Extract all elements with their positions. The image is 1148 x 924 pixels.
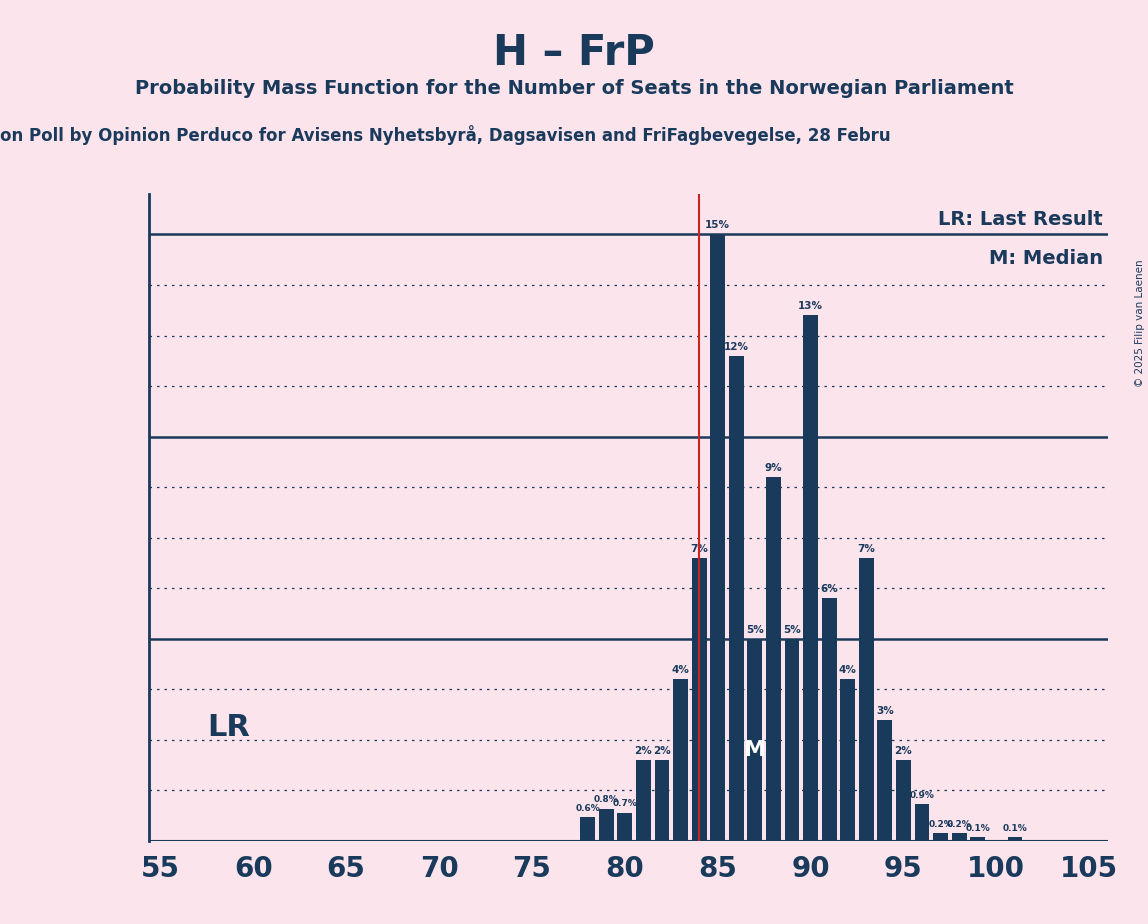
Text: 4%: 4%: [839, 665, 856, 675]
Bar: [711, 235, 726, 841]
Bar: [970, 837, 985, 841]
Bar: [915, 805, 930, 841]
Text: 13%: 13%: [798, 301, 823, 311]
Bar: [599, 808, 614, 841]
Text: 5%: 5%: [783, 625, 801, 635]
Bar: [766, 477, 781, 841]
Text: 0.9%: 0.9%: [909, 792, 934, 800]
Bar: [729, 356, 744, 841]
Text: 0.1%: 0.1%: [1002, 824, 1027, 833]
Bar: [636, 760, 651, 841]
Text: © 2025 Filip van Laenen: © 2025 Filip van Laenen: [1135, 260, 1145, 387]
Text: H – FrP: H – FrP: [492, 32, 656, 74]
Bar: [692, 558, 706, 841]
Text: 0.2%: 0.2%: [929, 820, 953, 829]
Text: M: M: [744, 740, 766, 760]
Text: 5%: 5%: [746, 625, 763, 635]
Text: on Poll by Opinion Perduco for Avisens Nyhetsbyrå, Dagsavisen and FriFagbevegels: on Poll by Opinion Perduco for Avisens N…: [0, 125, 891, 145]
Text: 0.8%: 0.8%: [594, 796, 619, 805]
Text: 0.6%: 0.6%: [575, 804, 600, 812]
Bar: [859, 558, 874, 841]
Text: 2%: 2%: [635, 746, 652, 756]
Text: 3%: 3%: [876, 706, 894, 715]
Text: 0.7%: 0.7%: [612, 799, 637, 808]
Text: 2%: 2%: [894, 746, 913, 756]
Bar: [804, 315, 819, 841]
Bar: [840, 679, 855, 841]
Bar: [673, 679, 688, 841]
Text: Probability Mass Function for the Number of Seats in the Norwegian Parliament: Probability Mass Function for the Number…: [134, 79, 1014, 98]
Text: M: Median: M: Median: [988, 249, 1103, 268]
Text: 12%: 12%: [723, 342, 748, 352]
Text: 7%: 7%: [858, 544, 875, 553]
Bar: [877, 720, 892, 841]
Bar: [580, 817, 595, 841]
Text: 6%: 6%: [821, 584, 838, 594]
Bar: [618, 812, 633, 841]
Text: LR: Last Result: LR: Last Result: [938, 211, 1103, 229]
Bar: [952, 833, 967, 841]
Bar: [747, 638, 762, 841]
Text: 4%: 4%: [672, 665, 690, 675]
Text: 2%: 2%: [653, 746, 670, 756]
Text: 0.2%: 0.2%: [947, 820, 971, 829]
Bar: [784, 638, 799, 841]
Text: 7%: 7%: [690, 544, 708, 553]
Text: 0.1%: 0.1%: [965, 824, 991, 833]
Text: LR: LR: [207, 713, 250, 742]
Text: 9%: 9%: [765, 463, 782, 473]
Bar: [933, 833, 948, 841]
Bar: [654, 760, 669, 841]
Bar: [897, 760, 910, 841]
Bar: [1008, 837, 1023, 841]
Bar: [822, 599, 837, 841]
Text: 15%: 15%: [705, 221, 730, 230]
